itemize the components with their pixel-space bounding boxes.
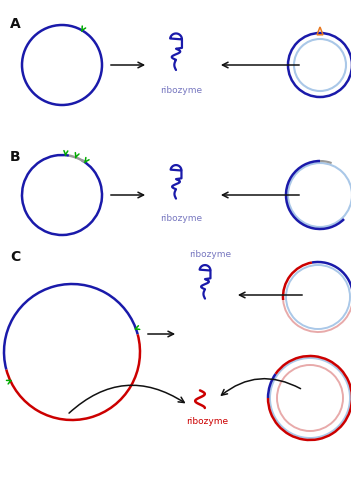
- Text: ribozyme: ribozyme: [160, 214, 202, 223]
- Text: C: C: [10, 250, 20, 264]
- Text: ribozyme: ribozyme: [186, 417, 228, 426]
- Text: B: B: [10, 150, 21, 164]
- Text: ribozyme: ribozyme: [160, 86, 202, 95]
- Text: ribozyme: ribozyme: [189, 250, 231, 259]
- Text: A: A: [10, 17, 21, 31]
